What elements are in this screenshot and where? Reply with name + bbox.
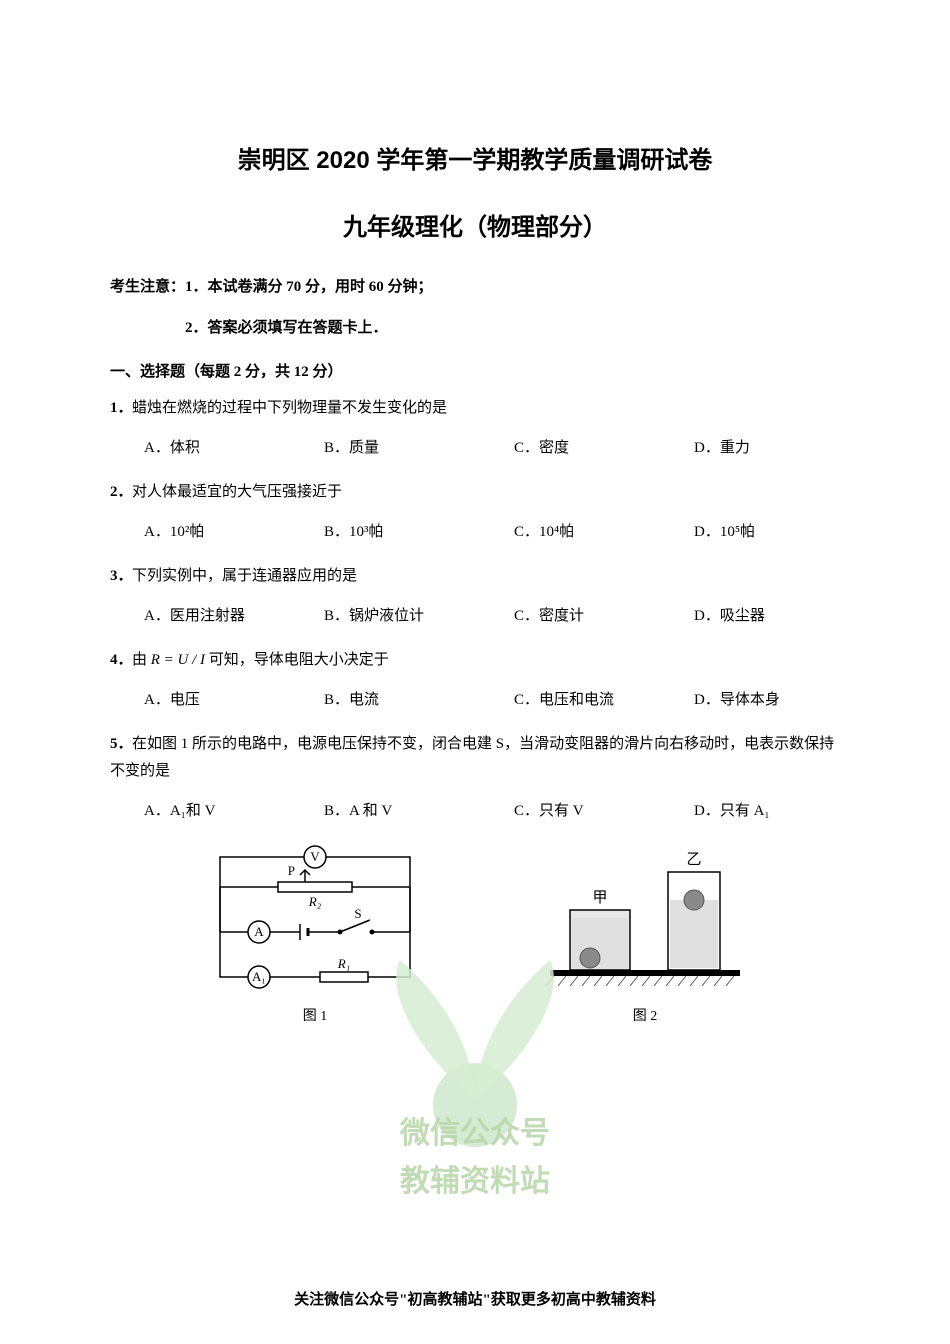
question-2: 2．对人体最适宜的大气压强接近于: [110, 479, 840, 506]
notice-label: 考生注意：: [110, 279, 185, 295]
question-4: 4．由 R = U / I 可知，导体电阻大小决定于: [110, 647, 840, 674]
q3-options: A．医用注射器 B．锅炉液位计 C．密度计 D．吸尘器: [144, 604, 840, 625]
q2-opt-a: A．10²帕: [144, 520, 324, 541]
q5-num: 5．: [110, 731, 132, 758]
fig1-P: P: [288, 863, 295, 878]
question-5: 5．在如图 1 所示的电路中，电源电压保持不变，闭合电建 S，当滑动变阻器的滑片…: [110, 731, 840, 785]
q2-options: A．10²帕 B．10³帕 C．10⁴帕 D．10⁵帕: [144, 520, 840, 541]
q5-opt-c: C．只有 V: [514, 799, 694, 820]
q1-opt-b: B．质量: [324, 436, 514, 457]
watermark-line1: 微信公众号: [400, 1110, 550, 1158]
notice-1-text: 1．本试卷满分 70 分，用时 60 分钟；: [185, 279, 433, 295]
figure-1: V P R₂ A S: [200, 842, 430, 1025]
q4-pre: 由: [132, 652, 151, 668]
fig1-R1: R₁: [337, 956, 350, 971]
question-1: 1．蜡烛在燃烧的过程中下列物理量不发生变化的是: [110, 395, 840, 422]
q4-post: 可知，导体电阻大小决定于: [205, 652, 389, 668]
q4-opt-b: B．电流: [324, 688, 514, 709]
q4-opt-a: A．电压: [144, 688, 324, 709]
q4-options: A．电压 B．电流 C．电压和电流 D．导体本身: [144, 688, 840, 709]
q1-opt-c: C．密度: [514, 436, 694, 457]
q4-opt-d: D．导体本身: [694, 688, 780, 709]
q1-text: 蜡烛在燃烧的过程中下列物理量不发生变化的是: [132, 400, 447, 416]
q3-num: 3．: [110, 563, 132, 590]
q1-opt-a: A．体积: [144, 436, 324, 457]
exam-title-2: 九年级理化（物理部分）: [110, 207, 840, 242]
q5-opt-b: B．A 和 V: [324, 799, 514, 820]
q5-text: 在如图 1 所示的电路中，电源电压保持不变，闭合电建 S，当滑动变阻器的滑片向右…: [110, 736, 834, 779]
q2-text: 对人体最适宜的大气压强接近于: [132, 484, 342, 500]
q3-text: 下列实例中，属于连通器应用的是: [132, 568, 357, 584]
fig1-V: V: [310, 849, 320, 864]
fig2-jia: 甲: [592, 890, 607, 906]
q2-opt-b: B．10³帕: [324, 520, 514, 541]
q1-num: 1．: [110, 395, 132, 422]
q4-opt-c: C．电压和电流: [514, 688, 694, 709]
notice-2: 2．答案必须填写在答题卡上．: [185, 315, 840, 342]
fig1-A: A: [254, 924, 264, 939]
figure-2: 甲 乙 图 2: [540, 842, 750, 1025]
figures-row: V P R₂ A S: [110, 842, 840, 1025]
q3-opt-c: C．密度计: [514, 604, 694, 625]
exam-title-1: 崇明区 2020 学年第一学期教学质量调研试卷: [110, 140, 840, 175]
fig1-caption: 图 1: [200, 1005, 430, 1025]
section-1-heading: 一、选择题（每题 2 分，共 12 分）: [110, 360, 840, 381]
q2-num: 2．: [110, 479, 132, 506]
q1-opt-d: D．重力: [694, 436, 750, 457]
q4-formula: R = U / I: [151, 652, 205, 668]
question-3: 3．下列实例中，属于连通器应用的是: [110, 563, 840, 590]
q2-opt-c: C．10⁴帕: [514, 520, 694, 541]
q2-opt-d: D．10⁵帕: [694, 520, 755, 541]
q4-num: 4．: [110, 647, 132, 674]
fig1-A1: A₁: [252, 969, 266, 984]
q5-opt-d: D．只有 A₁: [694, 799, 770, 820]
q3-opt-d: D．吸尘器: [694, 604, 765, 625]
watermark-line2: 教辅资料站: [400, 1158, 550, 1206]
q3-opt-b: B．锅炉液位计: [324, 604, 514, 625]
q3-opt-a: A．医用注射器: [144, 604, 324, 625]
q1-options: A．体积 B．质量 C．密度 D．重力: [144, 436, 840, 457]
notice-1: 考生注意：1．本试卷满分 70 分，用时 60 分钟；: [110, 274, 840, 301]
watermark-text: 微信公众号 教辅资料站: [400, 1110, 550, 1206]
section-1-info: （每题 2 分，共 12 分）: [185, 364, 343, 380]
fig2-caption: 图 2: [540, 1005, 750, 1025]
fig1-R2: R₂: [308, 894, 322, 909]
q5-options: A．A₁和 V B．A 和 V C．只有 V D．只有 A₁: [144, 799, 840, 820]
fig2-yi: 乙: [686, 852, 701, 868]
fig1-S: S: [354, 906, 361, 921]
section-1-label: 一、选择题: [110, 363, 185, 380]
q5-opt-a: A．A₁和 V: [144, 799, 324, 820]
page-footer: 关注微信公众号"初高教辅站"获取更多初高中教辅资料: [0, 1288, 950, 1309]
